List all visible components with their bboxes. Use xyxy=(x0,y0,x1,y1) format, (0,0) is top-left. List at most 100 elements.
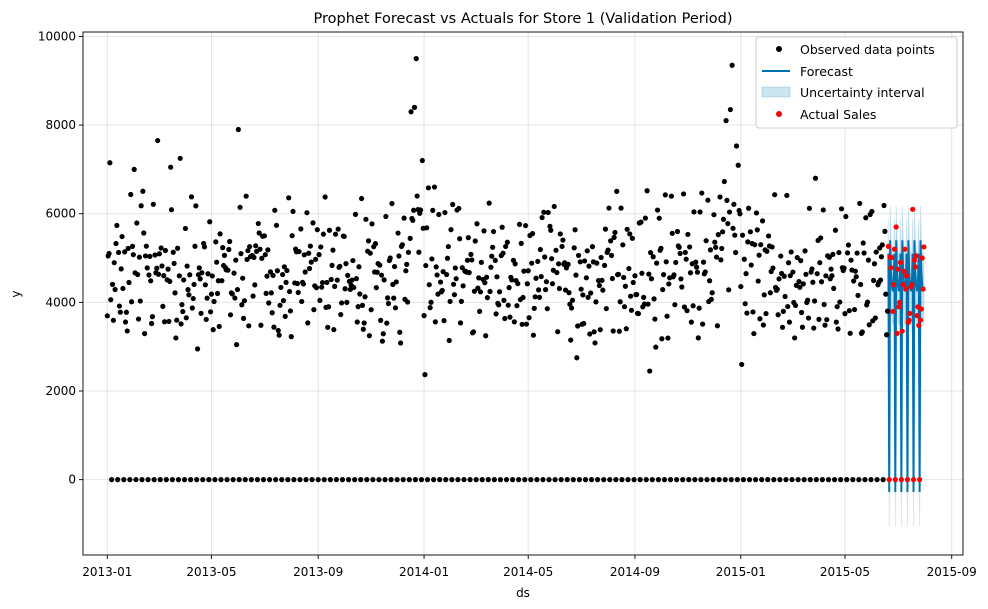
observed-point xyxy=(461,477,467,483)
observed-point xyxy=(733,249,739,256)
observed-point xyxy=(353,276,359,282)
observed-point xyxy=(641,294,647,300)
legend-marker-actual xyxy=(776,111,782,117)
observed-point xyxy=(349,277,355,283)
observed-point xyxy=(209,273,215,279)
observed-point xyxy=(634,291,640,298)
observed-point xyxy=(325,324,331,330)
observed-point xyxy=(278,284,284,291)
observed-point xyxy=(457,236,463,242)
observed-point xyxy=(125,245,131,252)
observed-point xyxy=(729,62,735,68)
observed-point xyxy=(491,477,497,483)
observed-point xyxy=(187,272,193,278)
observed-point xyxy=(516,221,523,227)
observed-point xyxy=(719,245,725,252)
observed-point xyxy=(240,275,246,281)
observed-point xyxy=(573,272,579,278)
observed-point xyxy=(149,314,156,320)
observed-point xyxy=(596,282,602,289)
observed-point xyxy=(287,308,294,314)
observed-point xyxy=(523,222,529,229)
observed-point xyxy=(156,251,162,257)
observed-point xyxy=(407,235,413,241)
observed-point xyxy=(822,322,828,328)
observed-point xyxy=(593,299,599,305)
observed-point xyxy=(476,275,482,281)
observed-point xyxy=(421,313,427,319)
observed-point xyxy=(424,225,430,231)
observed-point xyxy=(649,477,655,483)
observed-point xyxy=(477,289,484,295)
observed-point xyxy=(474,221,480,227)
observed-point xyxy=(554,269,560,276)
observed-point xyxy=(782,293,788,300)
observed-point xyxy=(490,228,497,235)
observed-point xyxy=(275,327,281,334)
observed-point xyxy=(219,278,225,284)
observed-point xyxy=(560,237,566,243)
observed-point xyxy=(366,333,372,339)
observed-point xyxy=(358,477,364,483)
observed-point xyxy=(437,279,444,285)
observed-point xyxy=(582,258,588,264)
observed-point xyxy=(492,257,498,263)
observed-point xyxy=(558,477,564,483)
observed-point xyxy=(203,316,209,323)
y-axis-label: y xyxy=(9,290,23,297)
observed-point xyxy=(291,477,297,483)
observed-point xyxy=(759,477,765,483)
observed-point xyxy=(194,477,200,483)
observed-point xyxy=(372,241,379,247)
observed-point xyxy=(357,291,363,297)
observed-point xyxy=(622,283,629,289)
observed-point xyxy=(169,477,175,483)
observed-point xyxy=(539,214,545,221)
observed-point xyxy=(589,244,596,250)
observed-point xyxy=(211,298,217,305)
observed-point xyxy=(574,355,580,361)
observed-point xyxy=(739,232,746,238)
observed-point xyxy=(617,299,623,305)
observed-point xyxy=(542,254,548,260)
observed-point xyxy=(871,277,877,284)
observed-point xyxy=(431,477,437,483)
observed-point xyxy=(233,257,239,263)
observed-point xyxy=(370,477,376,483)
observed-point xyxy=(519,321,525,327)
observed-point xyxy=(352,477,358,483)
observed-point xyxy=(551,203,557,210)
observed-point xyxy=(141,230,147,236)
observed-point xyxy=(225,267,231,273)
observed-point xyxy=(606,205,612,211)
observed-point xyxy=(133,477,139,483)
actual-sales-point xyxy=(903,273,910,279)
observed-point xyxy=(661,477,668,483)
y-tick-label: 0 xyxy=(68,473,76,487)
observed-point xyxy=(466,270,472,276)
actual-sales-points xyxy=(885,206,927,483)
observed-point xyxy=(108,297,114,303)
observed-point xyxy=(752,242,758,248)
observed-point xyxy=(847,330,853,336)
observed-point xyxy=(352,211,359,217)
observed-point xyxy=(726,209,733,215)
observed-point xyxy=(512,261,518,267)
observed-point xyxy=(552,477,558,483)
observed-point xyxy=(674,228,681,235)
observed-point xyxy=(829,273,835,279)
observed-point xyxy=(337,263,343,269)
actual-sales-point xyxy=(912,264,918,270)
observed-point xyxy=(772,192,778,198)
observed-point xyxy=(151,477,157,483)
observed-point xyxy=(873,249,879,255)
observed-point xyxy=(505,302,511,308)
observed-point xyxy=(186,292,192,298)
observed-point xyxy=(692,477,698,483)
observed-point xyxy=(650,254,656,260)
observed-point xyxy=(114,222,120,229)
observed-point xyxy=(538,273,544,280)
observed-point xyxy=(140,188,146,194)
observed-point xyxy=(535,258,541,265)
observed-point xyxy=(214,290,221,297)
